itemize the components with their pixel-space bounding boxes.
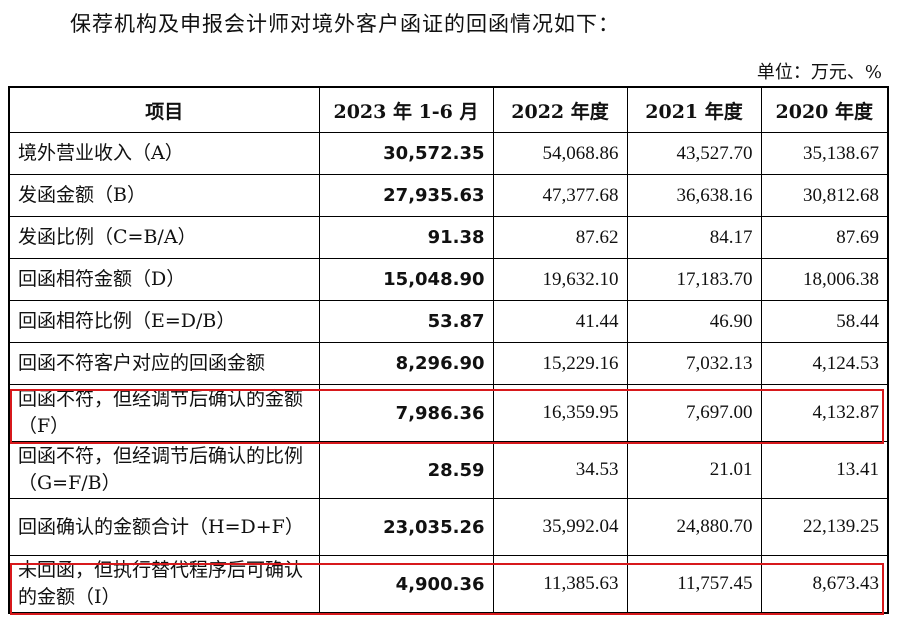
cell-value: 34.53	[492, 441, 628, 499]
cell-value: 36,638.16	[626, 174, 762, 217]
table-row: 未回函，但执行替代程序后可确认的金额（I） 4,900.36 11,385.63…	[8, 555, 889, 614]
cell-value: 18,006.38	[760, 258, 889, 301]
row-label: 回函相符比例（E=D/B）	[8, 300, 320, 343]
intro-text: 保荐机构及申报会计师对境外客户函证的回函情况如下：	[70, 12, 620, 36]
cell-value: 43,527.70	[626, 132, 762, 175]
cell-value: 4,132.87	[760, 384, 889, 442]
table-row: 发函比例（C=B/A） 91.38 87.62 84.17 87.69	[8, 216, 889, 259]
cell-value: 84.17	[626, 216, 762, 259]
table-row: 回函不符，但经调节后确认的金额（F） 7,986.36 16,359.95 7,…	[8, 384, 889, 442]
header-row: 项目 2023 年 1-6 月 2022 年度 2021 年度 2020 年度	[8, 86, 889, 133]
row-label: 未回函，但执行替代程序后可确认的金额（I）	[8, 555, 320, 614]
cell-value: 28.59	[318, 441, 494, 499]
cell-value: 4,124.53	[760, 342, 889, 385]
cell-value: 7,697.00	[626, 384, 762, 442]
cell-value: 30,572.35	[318, 132, 494, 175]
cell-value: 11,757.45	[626, 555, 762, 614]
header-2020: 2020 年度	[760, 86, 889, 133]
table-row: 回函确认的金额合计（H=D+F） 23,035.26 35,992.04 24,…	[8, 498, 889, 556]
table-row: 境外营业收入（A） 30,572.35 54,068.86 43,527.70 …	[8, 132, 889, 175]
cell-value: 35,992.04	[492, 498, 628, 556]
cell-value: 8,296.90	[318, 342, 494, 385]
cell-value: 54,068.86	[492, 132, 628, 175]
row-label: 回函相符金额（D）	[8, 258, 320, 301]
row-label: 回函不符，但经调节后确认的金额（F）	[8, 384, 320, 442]
cell-value: 15,229.16	[492, 342, 628, 385]
cell-value: 53.87	[318, 300, 494, 343]
cell-value: 22,139.25	[760, 498, 889, 556]
table-row: 回函不符，但经调节后确认的比例（G=F/B） 28.59 34.53 21.01…	[8, 441, 889, 499]
cell-value: 13.41	[760, 441, 889, 499]
cell-value: 41.44	[492, 300, 628, 343]
cell-value: 91.38	[318, 216, 494, 259]
table-row: 回函相符比例（E=D/B） 53.87 41.44 46.90 58.44	[8, 300, 889, 343]
header-2023h1: 2023 年 1-6 月	[318, 86, 494, 133]
header-2021: 2021 年度	[626, 86, 762, 133]
cell-value: 58.44	[760, 300, 889, 343]
cell-value: 46.90	[626, 300, 762, 343]
cell-value: 47,377.68	[492, 174, 628, 217]
cell-value: 17,183.70	[626, 258, 762, 301]
cell-value: 87.69	[760, 216, 889, 259]
cell-value: 15,048.90	[318, 258, 494, 301]
cell-value: 7,986.36	[318, 384, 494, 442]
table-row: 回函不符客户对应的回函金额 8,296.90 15,229.16 7,032.1…	[8, 342, 889, 385]
header-2022: 2022 年度	[492, 86, 628, 133]
cell-value: 24,880.70	[626, 498, 762, 556]
row-label: 回函不符客户对应的回函金额	[8, 342, 320, 385]
cell-value: 27,935.63	[318, 174, 494, 217]
row-label: 回函不符，但经调节后确认的比例（G=F/B）	[8, 441, 320, 499]
cell-value: 35,138.67	[760, 132, 889, 175]
cell-value: 7,032.13	[626, 342, 762, 385]
cell-value: 30,812.68	[760, 174, 889, 217]
cell-value: 19,632.10	[492, 258, 628, 301]
row-label: 境外营业收入（A）	[8, 132, 320, 175]
table-row: 回函相符金额（D） 15,048.90 19,632.10 17,183.70 …	[8, 258, 889, 301]
cell-value: 21.01	[626, 441, 762, 499]
row-label: 发函金额（B）	[8, 174, 320, 217]
cell-value: 8,673.43	[760, 555, 889, 614]
cell-value: 11,385.63	[492, 555, 628, 614]
cell-value: 4,900.36	[318, 555, 494, 614]
table-row: 发函金额（B） 27,935.63 47,377.68 36,638.16 30…	[8, 174, 889, 217]
cell-value: 87.62	[492, 216, 628, 259]
unit-note: 单位：万元、%	[756, 62, 882, 83]
cell-value: 23,035.26	[318, 498, 494, 556]
row-label: 回函确认的金额合计（H=D+F）	[8, 498, 320, 556]
cell-value: 16,359.95	[492, 384, 628, 442]
confirmation-table: 项目 2023 年 1-6 月 2022 年度 2021 年度 2020 年度 …	[8, 86, 889, 614]
header-item: 项目	[8, 86, 320, 133]
row-label: 发函比例（C=B/A）	[8, 216, 320, 259]
